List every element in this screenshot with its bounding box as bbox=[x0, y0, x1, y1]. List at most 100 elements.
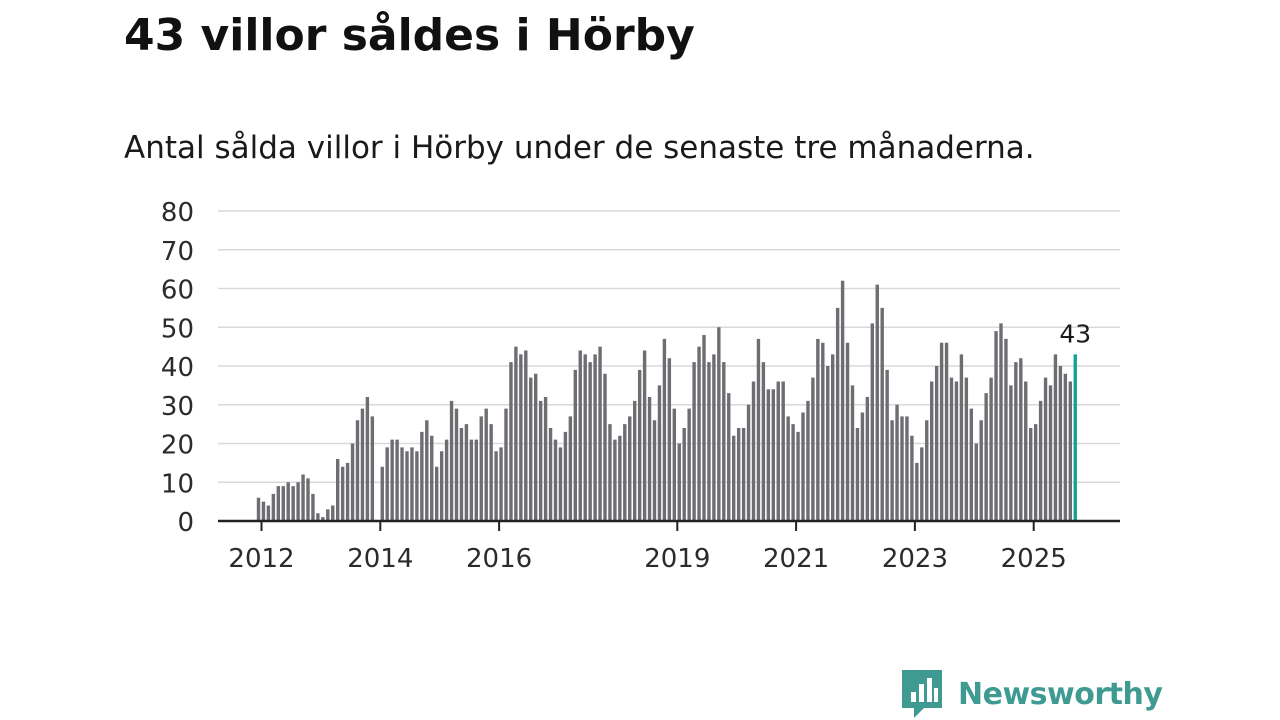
bar bbox=[430, 435, 434, 521]
bar bbox=[642, 350, 647, 521]
bar bbox=[1024, 381, 1028, 521]
bar bbox=[1058, 366, 1063, 521]
bar bbox=[608, 424, 612, 522]
bar bbox=[786, 416, 790, 522]
bar bbox=[766, 389, 771, 521]
bar bbox=[326, 509, 330, 522]
bar bbox=[1009, 385, 1013, 522]
bar bbox=[791, 424, 795, 522]
bar bbox=[930, 381, 934, 521]
bar bbox=[1033, 424, 1038, 522]
bar bbox=[628, 416, 632, 522]
bar bbox=[578, 350, 582, 521]
bar bbox=[979, 420, 983, 521]
bar bbox=[781, 381, 785, 521]
bar bbox=[934, 366, 939, 521]
bar bbox=[662, 338, 667, 522]
bar bbox=[400, 447, 404, 522]
bar bbox=[637, 369, 642, 522]
bar bbox=[514, 346, 518, 522]
bar bbox=[459, 428, 464, 521]
y-axis-tick-labels: 0 10 20 30 40 50 60 70 80 bbox=[161, 198, 194, 538]
bar bbox=[667, 358, 672, 521]
y-tick-label: 10 bbox=[161, 469, 194, 499]
bar bbox=[583, 354, 587, 522]
bar bbox=[1014, 362, 1018, 522]
bar bbox=[271, 493, 276, 522]
bar bbox=[529, 377, 533, 522]
bar bbox=[519, 354, 523, 522]
bar bbox=[835, 307, 840, 522]
bar bbox=[281, 486, 285, 522]
bar bbox=[964, 377, 969, 522]
bar bbox=[291, 486, 295, 522]
bar bbox=[336, 459, 340, 521]
bar bbox=[702, 335, 706, 521]
bar bbox=[464, 424, 469, 522]
y-tick-label: 0 bbox=[177, 508, 194, 538]
bar bbox=[415, 451, 419, 521]
bar bbox=[266, 505, 271, 521]
bar bbox=[633, 400, 637, 522]
bar bbox=[741, 428, 746, 521]
bar bbox=[355, 420, 360, 521]
bar bbox=[499, 447, 503, 522]
bar bbox=[855, 428, 860, 521]
bar bbox=[494, 451, 498, 521]
y-tick-label: 80 bbox=[161, 198, 194, 228]
bar bbox=[306, 478, 310, 522]
bar bbox=[677, 443, 681, 521]
bar bbox=[707, 362, 711, 522]
bar bbox=[1043, 377, 1048, 522]
bar bbox=[623, 424, 627, 522]
bar bbox=[672, 408, 676, 522]
bar bbox=[959, 354, 964, 522]
bar bbox=[736, 428, 741, 521]
bar bbox=[944, 342, 949, 521]
bar bbox=[301, 474, 305, 521]
bar bbox=[276, 486, 280, 522]
chart-title: 43 villor såldes i Hörby bbox=[124, 10, 695, 61]
bar bbox=[395, 439, 399, 522]
bar bbox=[954, 381, 959, 521]
bar bbox=[444, 439, 449, 522]
bar bbox=[548, 428, 553, 521]
bar bbox=[1063, 373, 1068, 521]
y-tick-label: 70 bbox=[161, 237, 194, 267]
bar bbox=[949, 377, 954, 522]
bar bbox=[504, 408, 508, 522]
bar bbox=[687, 408, 691, 522]
bar bbox=[806, 400, 810, 522]
bar bbox=[974, 443, 978, 521]
bar bbox=[370, 416, 375, 522]
bar bbox=[345, 462, 350, 522]
bar bbox=[727, 393, 731, 522]
bar bbox=[875, 284, 879, 522]
bar bbox=[796, 431, 800, 522]
bar bbox=[449, 400, 454, 522]
bar bbox=[588, 362, 592, 522]
x-tick-label: 2023 bbox=[882, 544, 948, 574]
bar bbox=[801, 412, 805, 521]
bar bbox=[618, 435, 622, 521]
x-tick-label: 2021 bbox=[763, 544, 829, 574]
x-tick-label: 2025 bbox=[1001, 544, 1067, 574]
bar bbox=[385, 447, 389, 522]
bar bbox=[1053, 354, 1058, 522]
bar bbox=[538, 400, 543, 522]
bar bbox=[840, 280, 845, 521]
x-tick-label: 2016 bbox=[466, 544, 532, 574]
x-tick-label: 2019 bbox=[644, 544, 710, 574]
bar bbox=[613, 439, 617, 522]
bar bbox=[925, 420, 929, 521]
bars bbox=[256, 280, 1077, 522]
bar bbox=[509, 362, 513, 522]
x-axis bbox=[218, 519, 1120, 531]
y-tick-label: 30 bbox=[161, 392, 194, 422]
bar bbox=[469, 439, 474, 522]
bar bbox=[890, 420, 894, 521]
bar bbox=[331, 505, 335, 521]
bar bbox=[811, 377, 815, 522]
last-value-label: 43 bbox=[1059, 319, 1091, 348]
